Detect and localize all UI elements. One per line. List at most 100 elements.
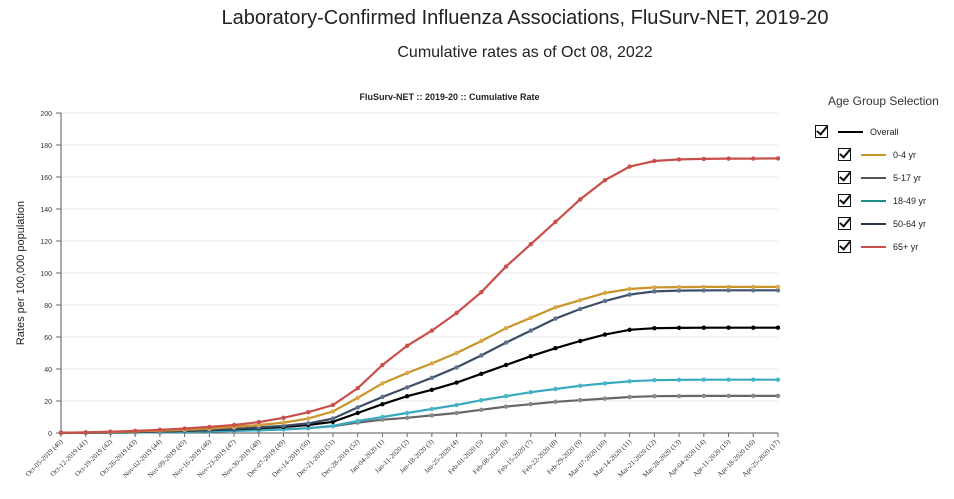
data-point xyxy=(553,316,558,321)
legend-label: 5-17 yr xyxy=(893,172,922,183)
legend-checkbox[interactable] xyxy=(838,194,851,207)
data-point xyxy=(602,290,608,296)
legend-item-50-64-yr[interactable]: 50-64 yr xyxy=(815,212,950,235)
data-point xyxy=(429,375,435,380)
data-point xyxy=(751,284,756,290)
data-point xyxy=(602,332,608,337)
legend-checkbox[interactable] xyxy=(838,240,851,253)
data-point xyxy=(578,306,583,312)
data-point xyxy=(627,327,632,332)
legend-checkbox[interactable] xyxy=(838,148,851,161)
y-axis-label: Rates per 100,000 population xyxy=(15,201,27,345)
data-point xyxy=(454,310,459,316)
legend-item-65-yr[interactable]: 65+ yr xyxy=(815,235,950,258)
data-point xyxy=(503,340,509,345)
data-point xyxy=(701,393,707,399)
legend-item-18-49-yr[interactable]: 18-49 yr xyxy=(815,189,950,212)
data-point xyxy=(528,390,533,395)
data-point xyxy=(479,290,484,295)
data-point xyxy=(676,325,682,331)
data-point xyxy=(479,407,484,412)
data-point xyxy=(281,420,286,425)
data-point xyxy=(429,361,435,366)
page-title: Laboratory-Confirmed Influenza Associati… xyxy=(221,7,829,29)
series-line-65-yr xyxy=(60,157,779,434)
data-point xyxy=(627,286,632,292)
y-tick-label: 60 xyxy=(44,335,52,342)
legend-item-0-4-yr[interactable]: 0-4 yr xyxy=(815,143,950,166)
data-point xyxy=(404,370,410,376)
y-tick-label: 40 xyxy=(44,367,52,374)
data-point xyxy=(676,288,682,293)
data-point xyxy=(429,328,435,333)
data-point xyxy=(306,410,311,415)
data-point xyxy=(775,377,781,382)
data-point xyxy=(578,298,583,303)
legend-swatch xyxy=(861,153,886,156)
data-point xyxy=(355,386,360,391)
data-point xyxy=(751,377,756,382)
data-point xyxy=(652,289,657,294)
data-point xyxy=(330,402,336,408)
y-tick-label: 120 xyxy=(40,239,52,246)
y-tick-label: 140 xyxy=(40,207,52,214)
data-point xyxy=(503,404,509,409)
data-point xyxy=(578,338,583,344)
data-point xyxy=(726,325,731,330)
legend-title: Age Group Selection xyxy=(828,94,939,108)
legend-checkbox[interactable] xyxy=(838,171,851,184)
data-point xyxy=(726,156,731,161)
data-point xyxy=(553,305,558,310)
data-point xyxy=(775,288,781,293)
data-point xyxy=(281,415,286,420)
data-point xyxy=(751,156,756,161)
data-point xyxy=(182,426,187,431)
data-point xyxy=(726,393,731,399)
legend-checkbox[interactable] xyxy=(838,217,851,230)
y-tick-label: 160 xyxy=(40,175,52,182)
data-point xyxy=(207,424,212,430)
data-point xyxy=(627,164,632,169)
data-point xyxy=(330,419,336,424)
data-point xyxy=(132,428,138,434)
data-point xyxy=(256,419,261,425)
data-point xyxy=(380,362,385,368)
y-tick-label: 180 xyxy=(40,143,52,150)
data-point xyxy=(553,386,558,392)
data-point xyxy=(751,393,756,399)
legend-checkbox[interactable] xyxy=(815,125,828,138)
age-group-legend: Age Group Selection Overall 0-4 yr 5-17 yr… xyxy=(815,94,950,258)
legend-label: 50-64 yr xyxy=(893,218,927,229)
data-point xyxy=(528,315,533,320)
data-point xyxy=(528,354,533,359)
data-point xyxy=(553,219,558,224)
data-point xyxy=(726,284,731,290)
data-point xyxy=(330,423,336,428)
data-point xyxy=(157,427,163,432)
data-point xyxy=(306,421,311,426)
data-point xyxy=(578,197,583,202)
data-point xyxy=(355,418,360,424)
data-point xyxy=(627,379,632,384)
y-tick-label: 100 xyxy=(40,271,52,278)
y-tick-label: 200 xyxy=(40,111,52,118)
data-point xyxy=(701,325,707,330)
data-point xyxy=(652,394,657,399)
data-point xyxy=(454,365,459,370)
y-tick-label: 20 xyxy=(44,399,52,406)
data-point xyxy=(429,413,435,418)
data-point xyxy=(355,405,360,410)
data-point xyxy=(676,377,682,383)
data-point xyxy=(701,156,707,162)
data-point xyxy=(627,292,632,297)
data-point xyxy=(652,378,657,383)
data-point xyxy=(701,377,707,382)
legend-item-overall[interactable]: Overall xyxy=(815,120,950,143)
data-point xyxy=(404,343,410,348)
data-point xyxy=(306,426,311,431)
data-point xyxy=(404,385,410,390)
data-point xyxy=(528,402,533,407)
legend-item-5-17-yr[interactable]: 5-17 yr xyxy=(815,166,950,189)
data-point xyxy=(281,423,286,428)
